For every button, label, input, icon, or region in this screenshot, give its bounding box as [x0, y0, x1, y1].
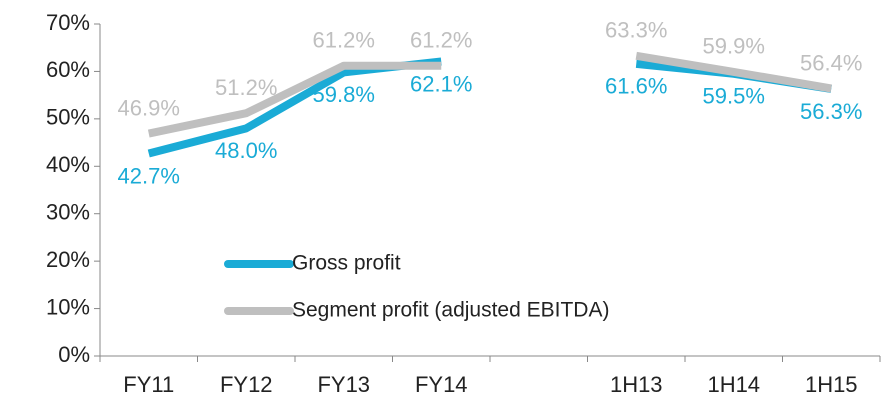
data-label: 62.1% — [410, 71, 472, 96]
data-label: 51.2% — [215, 75, 277, 100]
x-tick-label: 1H13 — [610, 372, 663, 397]
y-tick-label: 30% — [46, 200, 90, 225]
data-label: 46.9% — [118, 95, 180, 120]
legend-label: Segment profit (adjusted EBITDA) — [292, 299, 609, 322]
x-tick-label: FY13 — [317, 372, 370, 397]
series-line — [147, 51, 832, 138]
y-tick-label: 70% — [46, 10, 90, 35]
data-label: 59.9% — [703, 34, 765, 59]
data-label: 59.5% — [703, 84, 765, 109]
y-tick-label: 60% — [46, 57, 90, 82]
x-tick-label: FY12 — [220, 372, 273, 397]
y-tick-label: 0% — [58, 342, 90, 367]
y-tick-label: 40% — [46, 152, 90, 177]
y-tick-label: 50% — [46, 105, 90, 130]
data-label: 59.8% — [313, 82, 375, 107]
x-tick-label: FY11 — [123, 372, 174, 397]
data-label: 56.3% — [800, 99, 862, 124]
data-label: 42.7% — [118, 163, 180, 188]
legend-label: Gross profit — [292, 252, 401, 275]
y-tick-label: 10% — [46, 294, 90, 319]
x-tick-label: 1H15 — [805, 372, 858, 397]
data-label: 61.2% — [313, 28, 375, 53]
data-label: 61.6% — [605, 74, 667, 99]
data-label: 48.0% — [215, 138, 277, 163]
x-tick-label: FY14 — [415, 372, 468, 397]
x-tick-label: 1H14 — [707, 372, 760, 397]
data-label: 63.3% — [605, 18, 667, 43]
data-label: 56.4% — [800, 50, 862, 75]
data-label: 61.2% — [410, 28, 472, 53]
y-tick-label: 20% — [46, 247, 90, 272]
